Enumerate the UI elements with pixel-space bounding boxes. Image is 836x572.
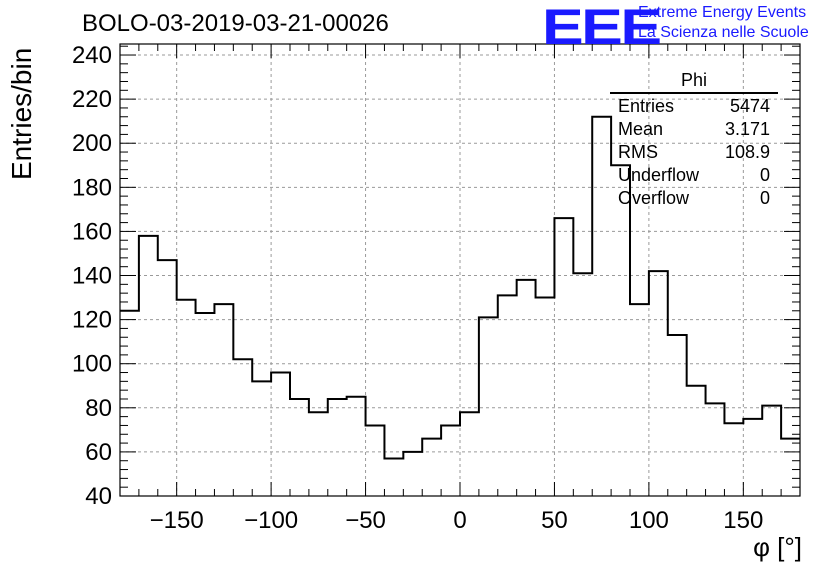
stats-row: Entries 5474 bbox=[610, 95, 778, 118]
stats-row: Underflow 0 bbox=[610, 164, 778, 187]
histogram-outline bbox=[120, 115, 800, 460]
stats-label: Underflow bbox=[618, 165, 700, 185]
stats-label: Entries bbox=[618, 96, 675, 116]
stats-value: 0 bbox=[759, 188, 770, 208]
histogram-line bbox=[120, 115, 800, 460]
y-tick-label: 160 bbox=[72, 218, 112, 245]
x-tick-label: 150 bbox=[723, 507, 763, 534]
y-tick-label: 180 bbox=[72, 174, 112, 201]
y-tick-label: 140 bbox=[72, 263, 112, 290]
stats-row: RMS 108.9 bbox=[610, 141, 778, 164]
y-tick-label: 220 bbox=[72, 86, 112, 113]
stats-value: 3.171 bbox=[724, 119, 770, 139]
x-axis-label: φ [°] bbox=[753, 532, 802, 562]
y-axis-ticks: 40 60 80 100 120 140 160 180 200 220 240 bbox=[72, 42, 800, 510]
y-tick-label: 40 bbox=[85, 483, 112, 510]
x-tick-label: −50 bbox=[345, 507, 386, 534]
x-tick-label: −100 bbox=[244, 507, 298, 534]
stats-value: 0 bbox=[759, 165, 770, 185]
eee-logo: EEE bbox=[542, 0, 662, 55]
stats-row: Mean 3.171 bbox=[610, 118, 778, 141]
stats-label: Overflow bbox=[618, 188, 690, 208]
y-tick-label: 80 bbox=[85, 395, 112, 422]
y-axis-label: Entries/bin bbox=[6, 47, 37, 180]
x-axis-ticks: −150 −100 −50 0 50 100 150 bbox=[119, 44, 801, 534]
logo-line-2: La Scienza nelle Scuole bbox=[638, 24, 809, 41]
stats-row: Overflow 0 bbox=[610, 187, 778, 210]
stats-label: Mean bbox=[618, 119, 664, 139]
chart-title: BOLO-03-2019-03-21-00026 bbox=[82, 10, 389, 37]
stats-value: 5474 bbox=[729, 96, 770, 116]
y-tick-label: 60 bbox=[85, 439, 112, 466]
x-tick-label: 100 bbox=[629, 507, 669, 534]
y-tick-label: 120 bbox=[72, 307, 112, 334]
stats-value: 108.9 bbox=[724, 142, 770, 162]
y-tick-label: 200 bbox=[72, 130, 112, 157]
y-tick-label: 100 bbox=[72, 351, 112, 378]
y-tick-label: 240 bbox=[72, 42, 112, 69]
x-tick-label: 50 bbox=[541, 507, 568, 534]
logo-line-1: Extreme Energy Events bbox=[638, 4, 807, 21]
stats-label: RMS bbox=[618, 142, 658, 162]
stats-box: Phi Entries 5474 Mean 3.171 RMS 108.9 Under… bbox=[610, 70, 778, 210]
x-tick-label: −150 bbox=[150, 507, 204, 534]
x-tick-label: 0 bbox=[453, 507, 466, 534]
stats-title: Phi bbox=[610, 70, 778, 94]
